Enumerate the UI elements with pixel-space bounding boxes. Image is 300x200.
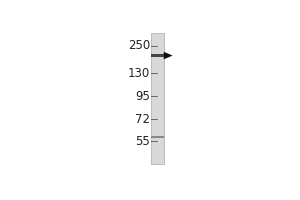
Bar <box>151 136 164 138</box>
Text: 250: 250 <box>128 39 150 52</box>
Text: 55: 55 <box>136 135 150 148</box>
Bar <box>151 33 164 164</box>
Text: 95: 95 <box>135 90 150 103</box>
Text: 130: 130 <box>128 67 150 80</box>
Text: 72: 72 <box>135 113 150 126</box>
Polygon shape <box>164 52 172 59</box>
Bar <box>151 54 164 57</box>
